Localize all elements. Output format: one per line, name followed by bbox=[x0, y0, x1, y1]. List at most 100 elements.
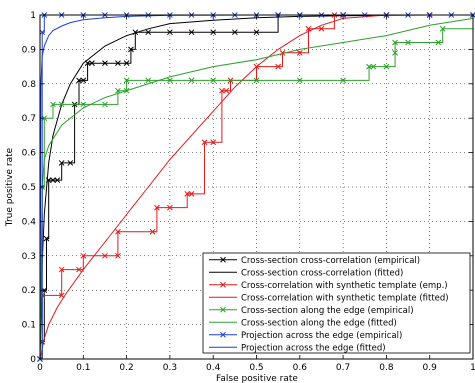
marker-stroke bbox=[220, 306, 226, 313]
x-tick-label: 0.8 bbox=[379, 363, 394, 373]
legend-label: Cross-section along the edge (empirical) bbox=[241, 306, 414, 316]
x-tick-label: 0.6 bbox=[293, 363, 308, 373]
y-tick-label: 0.4 bbox=[22, 217, 37, 227]
legend-entry: Cross-correlation with synthetic templat… bbox=[209, 293, 449, 303]
series-marker bbox=[167, 29, 173, 36]
marker-stroke bbox=[210, 29, 217, 36]
marker-stroke bbox=[102, 60, 108, 67]
series-marker bbox=[115, 228, 121, 235]
series-marker bbox=[275, 63, 282, 70]
series-marker bbox=[188, 77, 195, 84]
x-tick-label: 0.3 bbox=[163, 363, 177, 373]
y-tick-label: 0.3 bbox=[22, 252, 36, 262]
series-marker bbox=[76, 77, 82, 84]
x-axis-label: False positive rate bbox=[216, 374, 298, 383]
legend-box bbox=[202, 252, 471, 354]
y-axis-label: True positive rate bbox=[5, 147, 15, 227]
y-tick-label: 1 bbox=[30, 11, 36, 21]
series-marker bbox=[149, 228, 156, 235]
marker-stroke bbox=[296, 77, 303, 84]
series-marker bbox=[128, 46, 134, 53]
series-marker bbox=[76, 266, 82, 273]
marker-stroke bbox=[279, 49, 286, 56]
series-marker bbox=[220, 306, 226, 313]
y-tick-label: 0.8 bbox=[22, 80, 37, 90]
marker-stroke bbox=[145, 77, 152, 84]
series-line bbox=[40, 14, 473, 360]
marker-stroke bbox=[167, 77, 173, 84]
marker-stroke bbox=[188, 191, 195, 197]
series-line bbox=[39, 14, 473, 360]
marker-stroke bbox=[115, 252, 121, 259]
series-marker bbox=[366, 63, 372, 70]
marker-stroke bbox=[340, 77, 346, 84]
series-marker bbox=[220, 331, 226, 338]
marker-stroke bbox=[50, 177, 56, 183]
marker-stroke bbox=[223, 87, 230, 94]
series-line bbox=[40, 15, 474, 360]
marker-stroke bbox=[383, 63, 390, 70]
series-marker bbox=[54, 177, 61, 183]
marker-stroke bbox=[89, 60, 95, 67]
marker-stroke bbox=[392, 39, 398, 46]
marker-stroke bbox=[149, 228, 156, 235]
legend-entry: Cross-section cross-correlation (empiric… bbox=[209, 256, 420, 266]
marker-stroke bbox=[67, 160, 74, 166]
marker-stroke bbox=[318, 25, 325, 32]
marker-stroke bbox=[366, 63, 372, 70]
series-3 bbox=[37, 12, 475, 362]
marker-stroke bbox=[76, 266, 82, 273]
legend-entry: Cross-section cross-correlation (fitted) bbox=[209, 268, 403, 278]
series-marker bbox=[102, 60, 108, 67]
marker-stroke bbox=[253, 77, 260, 84]
marker-stroke bbox=[220, 331, 226, 338]
series-marker bbox=[154, 204, 160, 211]
marker-stroke bbox=[370, 63, 377, 70]
legend-label: Cross-section along the edge (fitted) bbox=[241, 318, 397, 328]
marker-stroke bbox=[154, 204, 160, 211]
marker-stroke bbox=[43, 235, 50, 242]
legend-entry: Projection across the edge (empirical) bbox=[209, 331, 402, 341]
marker-stroke bbox=[102, 252, 108, 259]
y-tick-label: 0.5 bbox=[22, 183, 36, 193]
marker-stroke bbox=[58, 101, 65, 108]
series-marker bbox=[80, 252, 87, 259]
marker-stroke bbox=[167, 29, 173, 36]
series-marker bbox=[145, 29, 152, 36]
x-tick-label: 1 bbox=[470, 363, 475, 373]
series-marker bbox=[279, 49, 286, 56]
series-marker bbox=[102, 101, 108, 108]
series-marker bbox=[231, 29, 238, 36]
x-tick-label: 0.9 bbox=[423, 363, 438, 373]
series-line bbox=[39, 17, 474, 360]
marker-stroke bbox=[210, 139, 217, 146]
marker-stroke bbox=[58, 160, 65, 166]
series-marker bbox=[67, 160, 74, 166]
series-layer bbox=[37, 12, 475, 362]
marker-stroke bbox=[405, 39, 411, 46]
series-marker bbox=[210, 139, 217, 146]
marker-stroke bbox=[220, 256, 226, 263]
ticks-layer: 0 0.1 0.2 0.3 0.4 0.5 0.6 0.7 0.8 0.9 1 0 0.1 0.2 0.3 0… bbox=[22, 11, 475, 373]
marker-stroke bbox=[58, 292, 65, 299]
series-marker bbox=[219, 87, 225, 94]
x-tick-label: 0.4 bbox=[206, 363, 221, 373]
series-marker bbox=[253, 29, 260, 36]
legend-entry: Cross-correlation with synthetic templat… bbox=[209, 281, 448, 291]
series-marker bbox=[201, 139, 208, 146]
marker-stroke bbox=[50, 101, 56, 108]
marker-stroke bbox=[296, 49, 303, 56]
marker-stroke bbox=[167, 204, 173, 211]
series-marker bbox=[383, 63, 390, 70]
series-marker bbox=[167, 204, 173, 211]
y-tick-label: 0 bbox=[30, 355, 36, 365]
legend: Cross-section cross-correlation (empiric… bbox=[202, 252, 471, 354]
y-tick-label: 0.2 bbox=[22, 286, 36, 296]
legend-label: Projection across the edge (fitted) bbox=[241, 343, 386, 353]
series-marker bbox=[50, 177, 56, 183]
series-marker bbox=[253, 77, 260, 84]
marker-stroke bbox=[102, 101, 108, 108]
series-marker bbox=[210, 29, 217, 36]
marker-stroke bbox=[84, 60, 91, 67]
